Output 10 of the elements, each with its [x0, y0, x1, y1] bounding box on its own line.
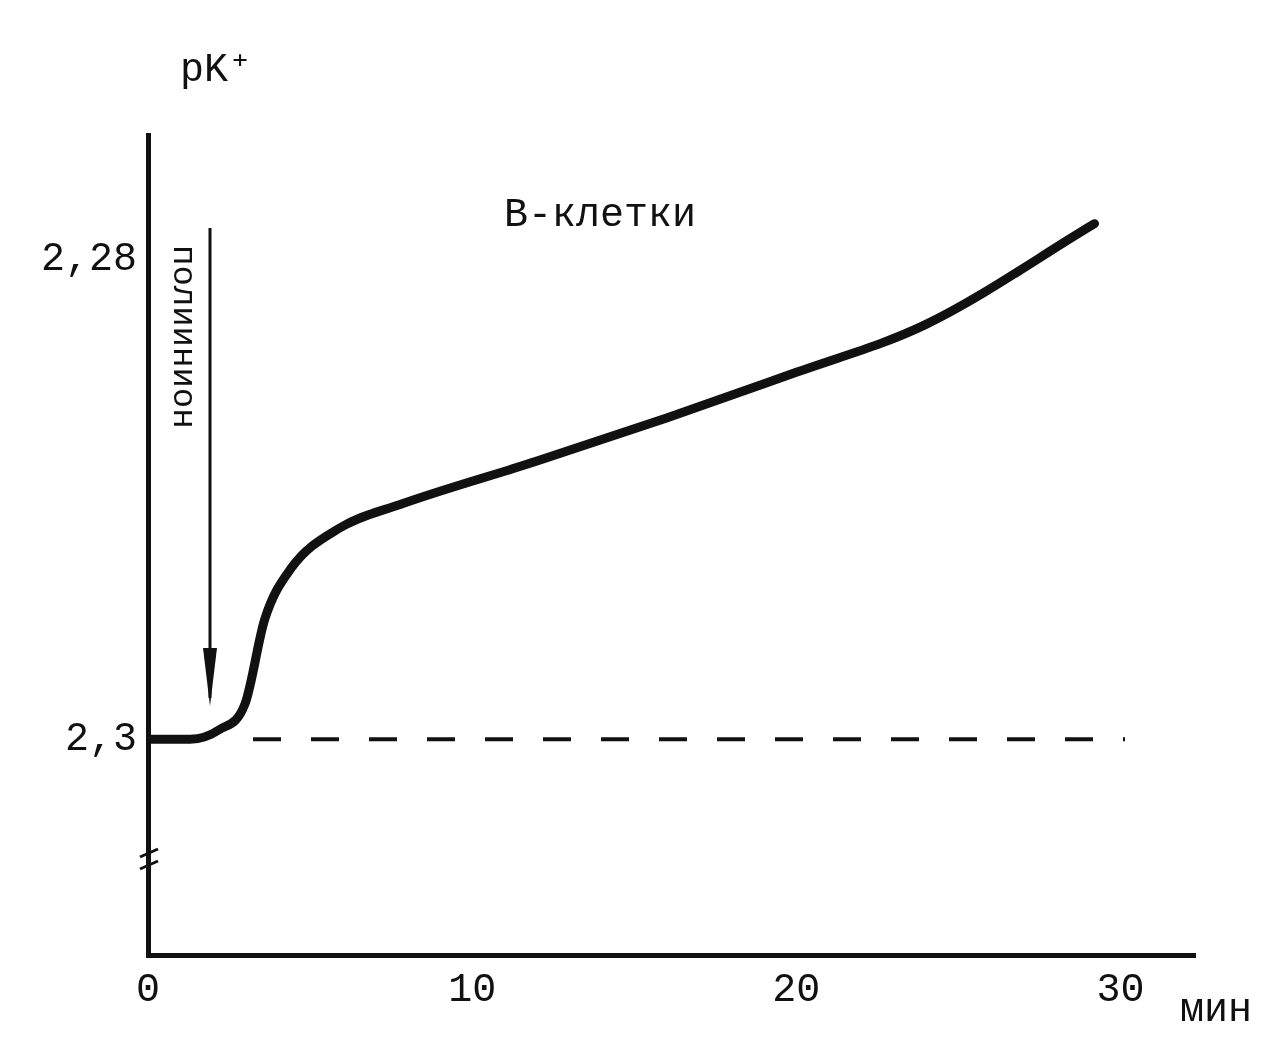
x-tick-label: 20: [772, 967, 821, 1013]
y-tick-label: 2,28: [40, 237, 137, 283]
annotation: В-клетки: [503, 192, 697, 238]
x-tick-label: 10: [448, 967, 497, 1013]
x-axis-title: мин: [1180, 987, 1253, 1033]
y-tick-label: 2,3: [64, 716, 137, 762]
annotation: полиинион: [164, 245, 202, 429]
x-tick-label: 0: [135, 967, 161, 1013]
x-tick-label: 30: [1096, 967, 1145, 1013]
y-axis-title: pK⁺: [180, 47, 253, 93]
